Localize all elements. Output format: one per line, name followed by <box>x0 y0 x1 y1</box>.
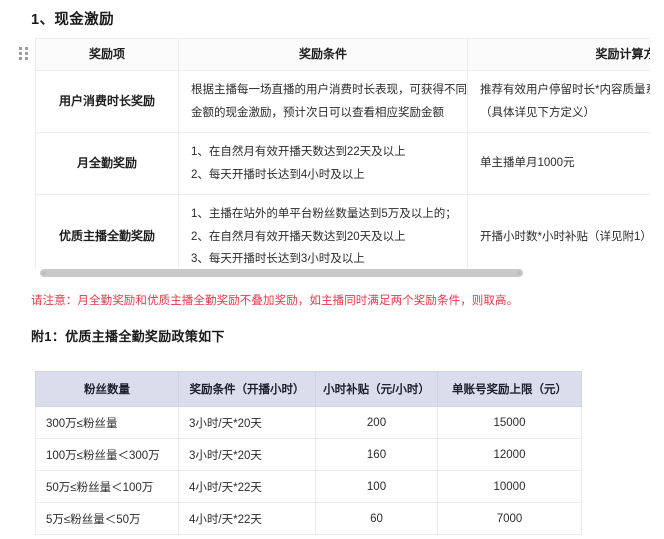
drag-dot <box>24 51 28 55</box>
cell-hourly-subsidy: 100 <box>315 470 438 503</box>
table-row: 月全勤奖励 1、在自然月有效开播天数达到22天及以上 2、每天开播时长达到4小时… <box>35 132 650 196</box>
cell-reward-calculation: 开播小时数*小时补贴（详见附1） <box>467 194 650 268</box>
table-header-row: 粉丝数量 奖励条件（开播小时） 小时补贴（元/小时） 单账号奖励上限（元） <box>35 371 582 407</box>
condition-line: 2、每天开播时长达到4小时及以上 <box>191 168 365 181</box>
table-row: 5万≤粉丝量＜50万 4小时/天*22天 60 7000 <box>35 502 582 535</box>
column-header-reward-calc: 奖励计算方式 <box>467 38 650 72</box>
cell-reward-calculation: 推荐有效用户停留时长*内容质量系数 （具体详见下方定义） <box>467 70 650 134</box>
cell-condition: 4小时/天*22天 <box>178 470 316 503</box>
column-header-reward-item: 奖励项 <box>35 38 179 72</box>
horizontal-scrollbar[interactable] <box>40 269 523 277</box>
column-header-account-cap: 单账号奖励上限（元） <box>437 371 582 407</box>
cell-hourly-subsidy: 60 <box>315 502 438 535</box>
cell-reward-item: 优质主播全勤奖励 <box>35 194 179 268</box>
cell-condition: 3小时/天*20天 <box>178 406 316 439</box>
table-row: 用户消费时长奖励 根据主播每一场直播的用户消费时长表现，可获得不同 金额的现金激… <box>35 70 650 134</box>
calc-line: （具体详见下方定义） <box>480 106 595 119</box>
drag-dot <box>24 56 28 60</box>
cell-hourly-subsidy: 160 <box>315 438 438 471</box>
cell-account-cap: 7000 <box>437 502 582 535</box>
condition-line: 3、每天开播时长达到3小时及以上 <box>191 252 365 265</box>
cell-reward-condition: 1、在自然月有效开播天数达到22天及以上 2、每天开播时长达到4小时及以上 <box>178 132 468 196</box>
condition-line: 金额的现金激励，预计次日可以查看相应奖励金额 <box>191 106 444 119</box>
cell-account-cap: 12000 <box>437 438 582 471</box>
drag-handle-icon[interactable] <box>17 45 29 61</box>
column-header-condition: 奖励条件（开播小时） <box>178 371 316 407</box>
cash-incentive-table-scroll-area[interactable]: 奖励项 奖励条件 奖励计算方式 用户消费时长奖励 根据主播每一场直播的用户消费时… <box>35 38 650 268</box>
drag-dot <box>18 46 22 50</box>
notice-text: 请注意：月全勤奖励和优质主播全勤奖励不叠加奖励，如主播同时满足两个奖励条件，则取… <box>31 295 519 307</box>
condition-line: 根据主播每一场直播的用户消费时长表现，可获得不同 <box>191 84 467 97</box>
cell-fan-count: 5万≤粉丝量＜50万 <box>35 502 179 535</box>
calc-line: 推荐有效用户停留时长*内容质量系数 <box>480 84 650 97</box>
cell-condition: 3小时/天*20天 <box>178 438 316 471</box>
cash-incentive-table-container: 奖励项 奖励条件 奖励计算方式 用户消费时长奖励 根据主播每一场直播的用户消费时… <box>35 38 650 268</box>
cash-incentive-table: 奖励项 奖励条件 奖励计算方式 用户消费时长奖励 根据主播每一场直播的用户消费时… <box>35 38 650 268</box>
cell-reward-calculation: 单主播单月1000元 <box>467 132 650 196</box>
column-header-fan-count: 粉丝数量 <box>35 371 179 407</box>
drag-dot <box>24 46 28 50</box>
calc-line: 单主播单月1000元 <box>480 157 575 170</box>
cell-fan-count: 50万≤粉丝量＜100万 <box>35 470 179 503</box>
appendix-title: 附1：优质主播全勤奖励政策如下 <box>31 329 225 344</box>
cell-fan-count: 100万≤粉丝量＜300万 <box>35 438 179 471</box>
cell-fan-count: 300万≤粉丝量 <box>35 406 179 439</box>
cell-reward-item: 用户消费时长奖励 <box>35 70 179 134</box>
cell-account-cap: 15000 <box>437 406 582 439</box>
table-header-row: 奖励项 奖励条件 奖励计算方式 <box>35 38 650 72</box>
table-row: 300万≤粉丝量 3小时/天*20天 200 15000 <box>35 406 582 439</box>
column-header-reward-condition: 奖励条件 <box>178 38 468 72</box>
condition-line: 1、在自然月有效开播天数达到22天及以上 <box>191 146 406 159</box>
drag-dot <box>18 56 22 60</box>
cell-account-cap: 10000 <box>437 470 582 503</box>
calc-line: 开播小时数*小时补贴（详见附1） <box>480 230 650 243</box>
condition-line: 1、主播在站外的单平台粉丝数量达到5万及以上的； <box>191 208 457 221</box>
appendix-subsidy-table: 粉丝数量 奖励条件（开播小时） 小时补贴（元/小时） 单账号奖励上限（元） 30… <box>35 371 582 535</box>
table-row: 优质主播全勤奖励 1、主播在站外的单平台粉丝数量达到5万及以上的； 2、在自然月… <box>35 194 650 268</box>
cell-condition: 4小时/天*22天 <box>178 502 316 535</box>
column-header-hourly-subsidy: 小时补贴（元/小时） <box>315 371 438 407</box>
cell-reward-item: 月全勤奖励 <box>35 132 179 196</box>
cell-reward-condition: 1、主播在站外的单平台粉丝数量达到5万及以上的； 2、在自然月有效开播天数达到2… <box>178 194 468 268</box>
condition-line: 2、在自然月有效开播天数达到20天及以上 <box>191 230 406 243</box>
cell-reward-condition: 根据主播每一场直播的用户消费时长表现，可获得不同 金额的现金激励，预计次日可以查… <box>178 70 468 134</box>
page-title: 1、现金激励 <box>31 12 114 28</box>
appendix-table-container: 粉丝数量 奖励条件（开播小时） 小时补贴（元/小时） 单账号奖励上限（元） 30… <box>35 371 582 535</box>
table-row: 100万≤粉丝量＜300万 3小时/天*20天 160 12000 <box>35 438 582 471</box>
drag-dot <box>18 51 22 55</box>
table-row: 50万≤粉丝量＜100万 4小时/天*22天 100 10000 <box>35 470 582 503</box>
cell-hourly-subsidy: 200 <box>315 406 438 439</box>
